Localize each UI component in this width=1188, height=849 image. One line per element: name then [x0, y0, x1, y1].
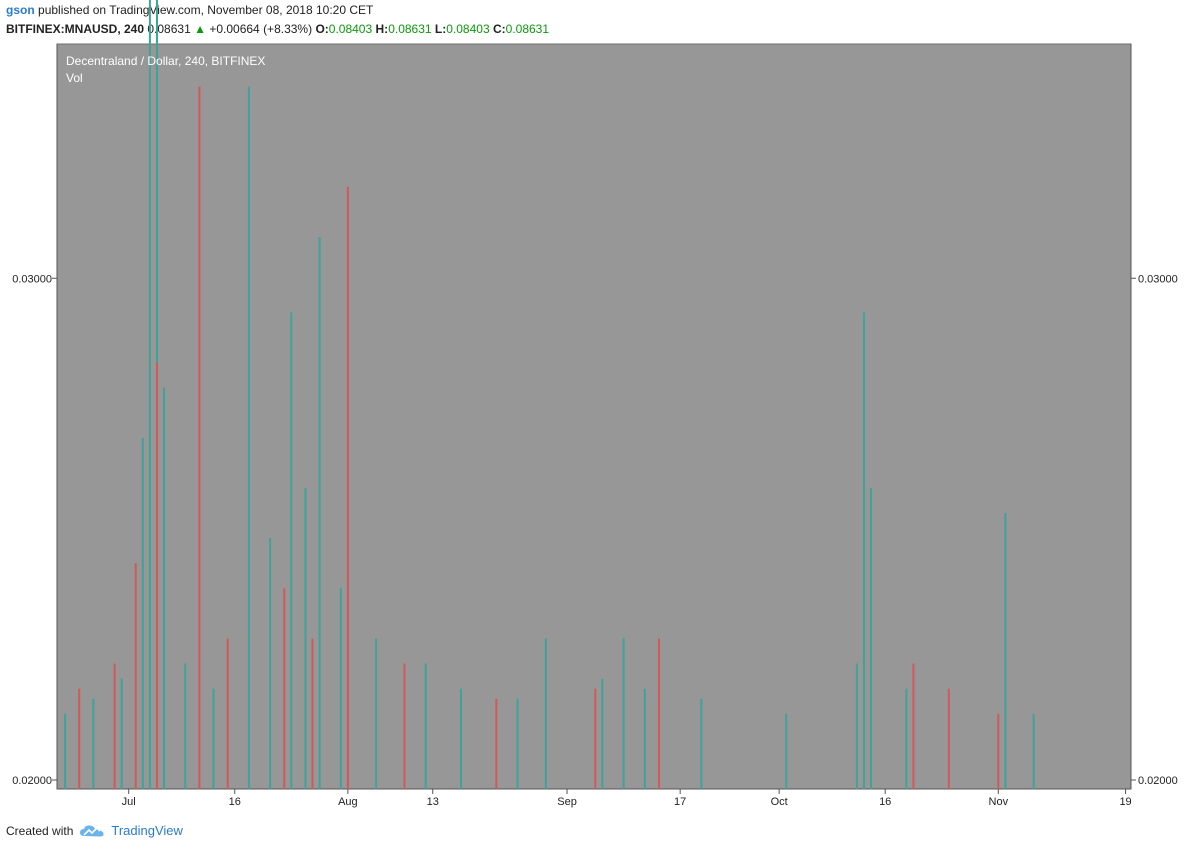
volume-bar — [198, 86, 201, 790]
footer: Created with TradingView — [6, 823, 183, 838]
volume-bar — [544, 638, 547, 789]
high-value: 0.08631 — [388, 22, 432, 36]
volume-bar — [92, 698, 95, 789]
volume-bar — [459, 688, 462, 789]
volume-bar — [64, 713, 67, 789]
high-label: H: — [375, 22, 389, 36]
volume-bar — [516, 698, 519, 789]
volume-bar — [1032, 713, 1035, 789]
axis-ticks: 0.160000.160000.150000.150000.140000.140… — [12, 273, 1178, 808]
y-tick-label-right: 0.02000 — [1138, 775, 1178, 787]
volume-bar — [141, 437, 144, 789]
plot-background — [57, 44, 1131, 789]
x-tick-label: Aug — [338, 796, 358, 808]
volume-bar — [997, 713, 1000, 789]
volume-bar — [947, 688, 950, 789]
volume-bars — [64, 0, 1035, 790]
publish-info: gson published on TradingView.com, Novem… — [6, 3, 373, 17]
x-tick-label: 19 — [1119, 796, 1131, 808]
volume-bar — [318, 237, 321, 789]
chart-title: Decentraland / Dollar, 240, BITFINEX — [66, 54, 265, 68]
volume-bar — [339, 588, 342, 789]
low-value: 0.08403 — [446, 22, 490, 36]
volume-bar — [134, 563, 137, 789]
volume-bar — [1004, 513, 1007, 789]
volume-bar — [870, 487, 873, 789]
volume-bar — [622, 638, 625, 789]
open-label: O: — [315, 22, 329, 36]
volume-bar — [862, 312, 865, 789]
volume-bar — [643, 688, 646, 789]
volume-bar — [304, 487, 307, 789]
open-value: 0.08403 — [328, 22, 373, 36]
volume-bar — [155, 362, 158, 789]
up-arrow-icon: ▲ — [194, 22, 206, 36]
close-label: C: — [492, 22, 506, 36]
volume-bar — [657, 638, 660, 789]
y-tick-label-right: 0.03000 — [1138, 273, 1178, 285]
tradingview-cloud-icon — [80, 824, 104, 836]
volume-label: Vol — [66, 71, 83, 85]
volume-bar — [247, 86, 250, 790]
price-change: +0.00664 (+8.33%) — [209, 22, 313, 36]
volume-bar — [424, 663, 427, 789]
volume-bar — [269, 538, 272, 789]
volume-bar — [163, 387, 166, 789]
x-tick-label: Sep — [557, 796, 577, 808]
x-tick-label: 16 — [879, 796, 891, 808]
x-tick-label: Nov — [989, 796, 1009, 808]
volume-bar — [290, 312, 293, 789]
volume-bar — [912, 663, 915, 789]
volume-bar — [148, 0, 151, 789]
volume-bar — [184, 663, 187, 789]
volume-bar — [495, 698, 498, 789]
created-with-text: Created with — [6, 823, 74, 838]
volume-bar — [212, 688, 215, 789]
volume-bar — [113, 663, 116, 789]
volume-bar — [375, 638, 378, 789]
low-label: L: — [434, 22, 447, 36]
volume-bar — [120, 678, 123, 789]
x-tick-label: 17 — [674, 796, 686, 808]
tradingview-link[interactable]: TradingView — [111, 823, 183, 838]
y-tick-label-left: 0.03000 — [12, 273, 52, 285]
close-value: 0.08631 — [505, 22, 550, 36]
publish-text: published on TradingView.com, November 0… — [38, 3, 374, 17]
volume-bar — [785, 713, 788, 789]
volume-bar — [78, 688, 81, 789]
volume-bar — [283, 588, 286, 789]
y-tick-label-left: 0.02000 — [12, 775, 52, 787]
x-tick-label: Oct — [771, 796, 788, 808]
volume-bar — [226, 638, 229, 789]
volume-bar — [601, 678, 604, 789]
volume-bar — [594, 688, 597, 789]
volume-bar — [311, 638, 314, 789]
volume-bar — [346, 186, 349, 789]
last-price: 0.08631 — [147, 22, 191, 36]
volume-bar — [700, 698, 703, 789]
volume-bar — [905, 688, 908, 789]
x-tick-label: 16 — [229, 796, 241, 808]
volume-bar — [403, 663, 406, 789]
x-tick-label: 13 — [427, 796, 439, 808]
symbol-label: BITFINEX:MNAUSD, 240 — [6, 22, 145, 36]
volume-bar — [855, 663, 858, 789]
x-tick-label: Jul — [122, 796, 136, 808]
symbol-info: BITFINEX:MNAUSD, 240 0.08631 ▲ +0.00664 … — [6, 22, 549, 36]
author-name[interactable]: gson — [6, 3, 35, 17]
